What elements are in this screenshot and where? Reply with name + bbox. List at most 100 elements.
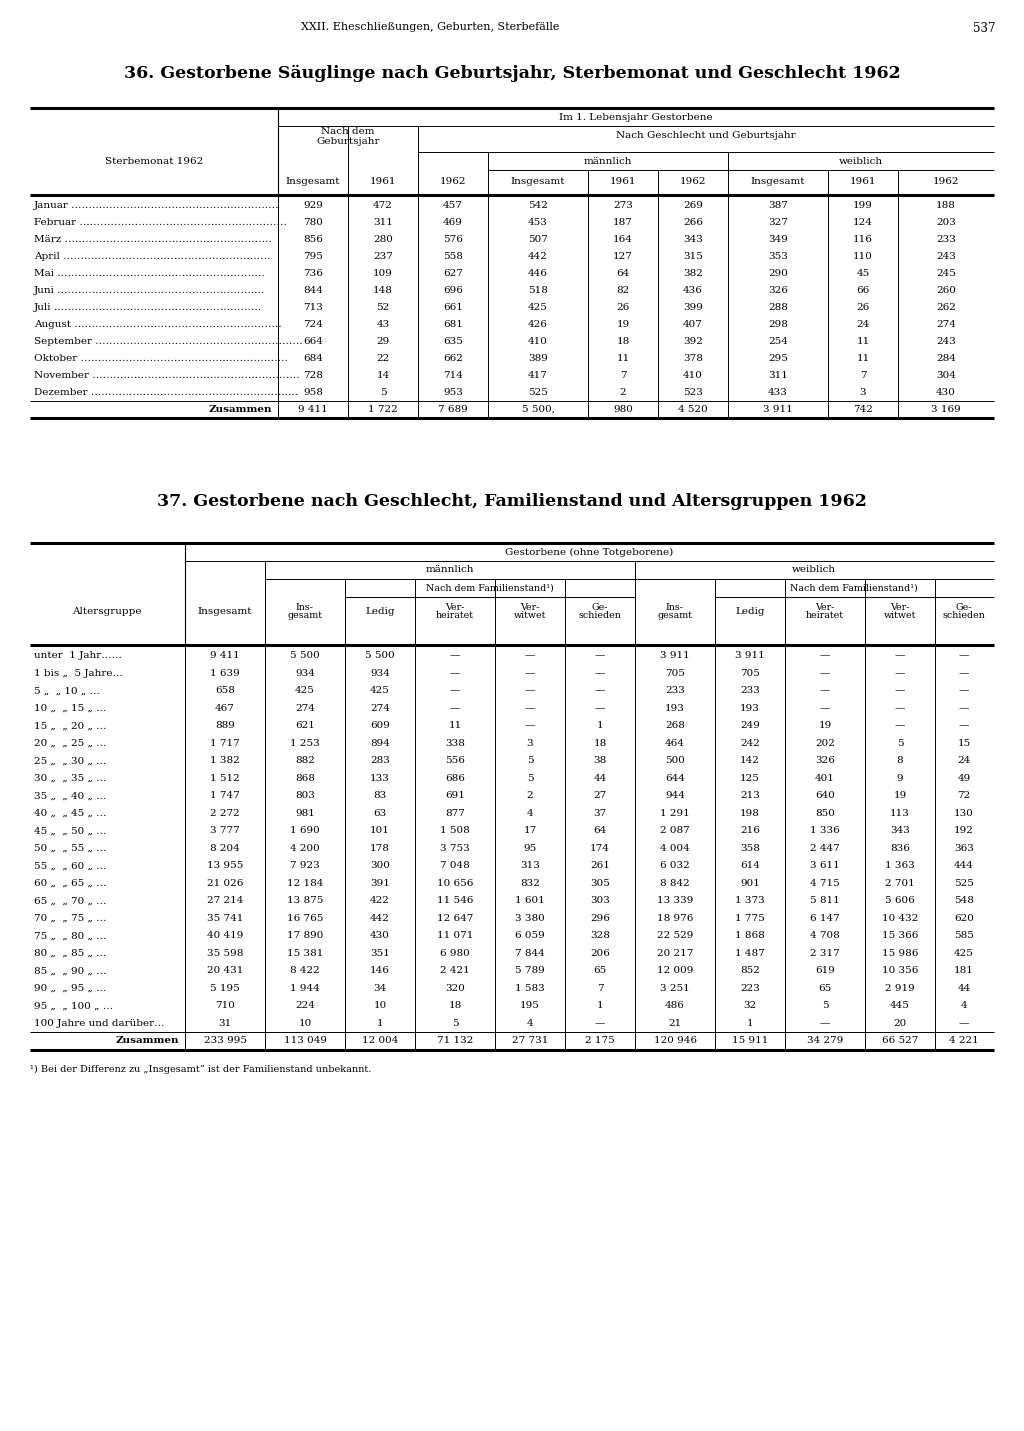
Text: 19: 19 bbox=[616, 321, 630, 329]
Text: 1 601: 1 601 bbox=[515, 896, 545, 906]
Text: 944: 944 bbox=[665, 791, 685, 800]
Text: 1 382: 1 382 bbox=[210, 756, 240, 766]
Text: 844: 844 bbox=[303, 286, 323, 295]
Text: 518: 518 bbox=[528, 286, 548, 295]
Text: 64: 64 bbox=[593, 826, 606, 836]
Text: 1 722: 1 722 bbox=[368, 405, 398, 414]
Text: 901: 901 bbox=[740, 879, 760, 887]
Text: 1 253: 1 253 bbox=[290, 738, 319, 748]
Text: 9 411: 9 411 bbox=[210, 651, 240, 660]
Text: 2: 2 bbox=[526, 791, 534, 800]
Text: 75 „  „ 80 „ …: 75 „ „ 80 „ … bbox=[34, 932, 106, 940]
Text: 681: 681 bbox=[443, 321, 463, 329]
Text: —: — bbox=[958, 1019, 969, 1027]
Text: Ge-: Ge- bbox=[592, 602, 608, 611]
Text: 338: 338 bbox=[445, 738, 465, 748]
Text: Insgesamt: Insgesamt bbox=[286, 177, 340, 186]
Text: Nach dem: Nach dem bbox=[322, 127, 375, 136]
Text: 298: 298 bbox=[768, 321, 787, 329]
Text: 8 422: 8 422 bbox=[290, 966, 319, 976]
Text: 10 356: 10 356 bbox=[882, 966, 919, 976]
Text: 202: 202 bbox=[815, 738, 835, 748]
Text: 664: 664 bbox=[303, 336, 323, 346]
Text: 40 419: 40 419 bbox=[207, 932, 243, 940]
Text: 803: 803 bbox=[295, 791, 315, 800]
Text: 233: 233 bbox=[936, 235, 956, 245]
Text: 1 487: 1 487 bbox=[735, 949, 765, 957]
Text: weiblich: weiblich bbox=[792, 565, 836, 574]
Text: 609: 609 bbox=[370, 721, 390, 730]
Text: 576: 576 bbox=[443, 235, 463, 245]
Text: 38: 38 bbox=[593, 756, 606, 766]
Text: 2 272: 2 272 bbox=[210, 809, 240, 817]
Text: 178: 178 bbox=[370, 844, 390, 853]
Text: 15 366: 15 366 bbox=[882, 932, 919, 940]
Text: —: — bbox=[525, 668, 536, 678]
Text: 1 717: 1 717 bbox=[210, 738, 240, 748]
Text: 66: 66 bbox=[856, 286, 869, 295]
Text: 425: 425 bbox=[528, 303, 548, 312]
Text: 5: 5 bbox=[380, 388, 386, 396]
Text: 4 708: 4 708 bbox=[810, 932, 840, 940]
Text: 6 059: 6 059 bbox=[515, 932, 545, 940]
Text: 710: 710 bbox=[215, 1002, 234, 1010]
Text: 426: 426 bbox=[528, 321, 548, 329]
Text: Ver-: Ver- bbox=[445, 602, 465, 611]
Text: 433: 433 bbox=[768, 388, 787, 396]
Text: —: — bbox=[450, 668, 460, 678]
Text: 296: 296 bbox=[590, 914, 610, 923]
Text: witwet: witwet bbox=[514, 611, 546, 621]
Text: 213: 213 bbox=[740, 791, 760, 800]
Text: 889: 889 bbox=[215, 721, 234, 730]
Text: 193: 193 bbox=[740, 704, 760, 713]
Text: 343: 343 bbox=[890, 826, 910, 836]
Text: 469: 469 bbox=[443, 218, 463, 228]
Text: 3 380: 3 380 bbox=[515, 914, 545, 923]
Text: 658: 658 bbox=[215, 687, 234, 695]
Text: 18: 18 bbox=[593, 738, 606, 748]
Text: 269: 269 bbox=[683, 200, 702, 210]
Text: 326: 326 bbox=[815, 756, 835, 766]
Text: —: — bbox=[525, 651, 536, 660]
Text: 401: 401 bbox=[815, 774, 835, 783]
Text: 5: 5 bbox=[897, 738, 903, 748]
Text: 233: 233 bbox=[740, 687, 760, 695]
Text: 5 811: 5 811 bbox=[810, 896, 840, 906]
Text: 2 701: 2 701 bbox=[885, 879, 914, 887]
Text: 18 976: 18 976 bbox=[656, 914, 693, 923]
Text: 43: 43 bbox=[377, 321, 389, 329]
Text: 233: 233 bbox=[665, 687, 685, 695]
Text: 109: 109 bbox=[373, 269, 393, 278]
Text: 442: 442 bbox=[528, 252, 548, 260]
Text: 635: 635 bbox=[443, 336, 463, 346]
Text: 274: 274 bbox=[936, 321, 956, 329]
Text: 620: 620 bbox=[954, 914, 974, 923]
Text: 5 195: 5 195 bbox=[210, 983, 240, 993]
Text: 705: 705 bbox=[740, 668, 760, 678]
Text: 363: 363 bbox=[954, 844, 974, 853]
Text: 216: 216 bbox=[740, 826, 760, 836]
Text: 100 Jahre und darüber…: 100 Jahre und darüber… bbox=[34, 1019, 165, 1027]
Text: 457: 457 bbox=[443, 200, 463, 210]
Text: 326: 326 bbox=[768, 286, 787, 295]
Text: 714: 714 bbox=[443, 371, 463, 381]
Text: —: — bbox=[820, 687, 830, 695]
Text: 877: 877 bbox=[445, 809, 465, 817]
Text: 5: 5 bbox=[821, 1002, 828, 1010]
Text: 9 411: 9 411 bbox=[298, 405, 328, 414]
Text: 6 032: 6 032 bbox=[660, 861, 690, 870]
Text: 422: 422 bbox=[370, 896, 390, 906]
Text: 113: 113 bbox=[890, 809, 910, 817]
Text: —: — bbox=[820, 1019, 830, 1027]
Text: 262: 262 bbox=[936, 303, 956, 312]
Text: 327: 327 bbox=[768, 218, 787, 228]
Text: 30 „  „ 35 „ …: 30 „ „ 35 „ … bbox=[34, 774, 106, 783]
Text: 315: 315 bbox=[683, 252, 702, 260]
Text: —: — bbox=[525, 687, 536, 695]
Text: 1 373: 1 373 bbox=[735, 896, 765, 906]
Text: —: — bbox=[450, 651, 460, 660]
Text: 934: 934 bbox=[370, 668, 390, 678]
Text: 4 520: 4 520 bbox=[678, 405, 708, 414]
Text: 90 „  „ 95 „ …: 90 „ „ 95 „ … bbox=[34, 983, 106, 993]
Text: 442: 442 bbox=[370, 914, 390, 923]
